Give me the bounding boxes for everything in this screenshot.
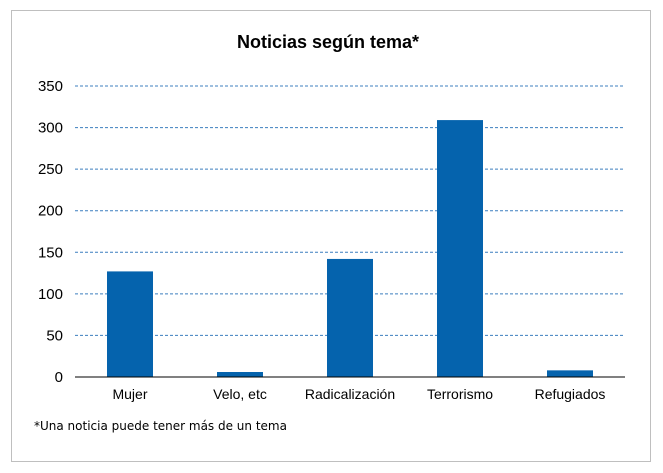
- y-tick-label: 200: [38, 203, 63, 220]
- bar-3: [437, 120, 483, 378]
- y-tick-label: 300: [38, 120, 63, 137]
- y-axis-ticks: 0 50 100 150 200 250 300 350: [38, 78, 63, 386]
- y-tick-label: 100: [38, 286, 63, 303]
- x-axis-labels: Mujer Velo, etc Radicalización Terrorismo Re…: [112, 386, 605, 402]
- x-category-label: Mujer: [112, 386, 147, 402]
- y-tick-label: 350: [38, 78, 63, 95]
- y-tick-label: 50: [46, 327, 63, 344]
- x-category-label: Radicalización: [305, 386, 395, 402]
- bar-0: [107, 271, 153, 377]
- y-tick-label: 250: [38, 161, 63, 178]
- x-category-label: Refugiados: [535, 386, 606, 402]
- y-tick-label: 0: [55, 369, 63, 386]
- bar-1: [217, 372, 263, 377]
- y-tick-label: 150: [38, 244, 63, 261]
- bar-2: [327, 258, 373, 377]
- chart-title: Noticias según tema*: [237, 32, 419, 52]
- bar-4: [547, 370, 593, 377]
- footnote: *Una noticia puede tener más de un tema: [34, 419, 287, 433]
- bars: [107, 120, 593, 378]
- chart-frame: [11, 10, 651, 462]
- x-category-label: Velo, etc: [213, 386, 267, 402]
- x-category-label: Terrorismo: [427, 386, 493, 402]
